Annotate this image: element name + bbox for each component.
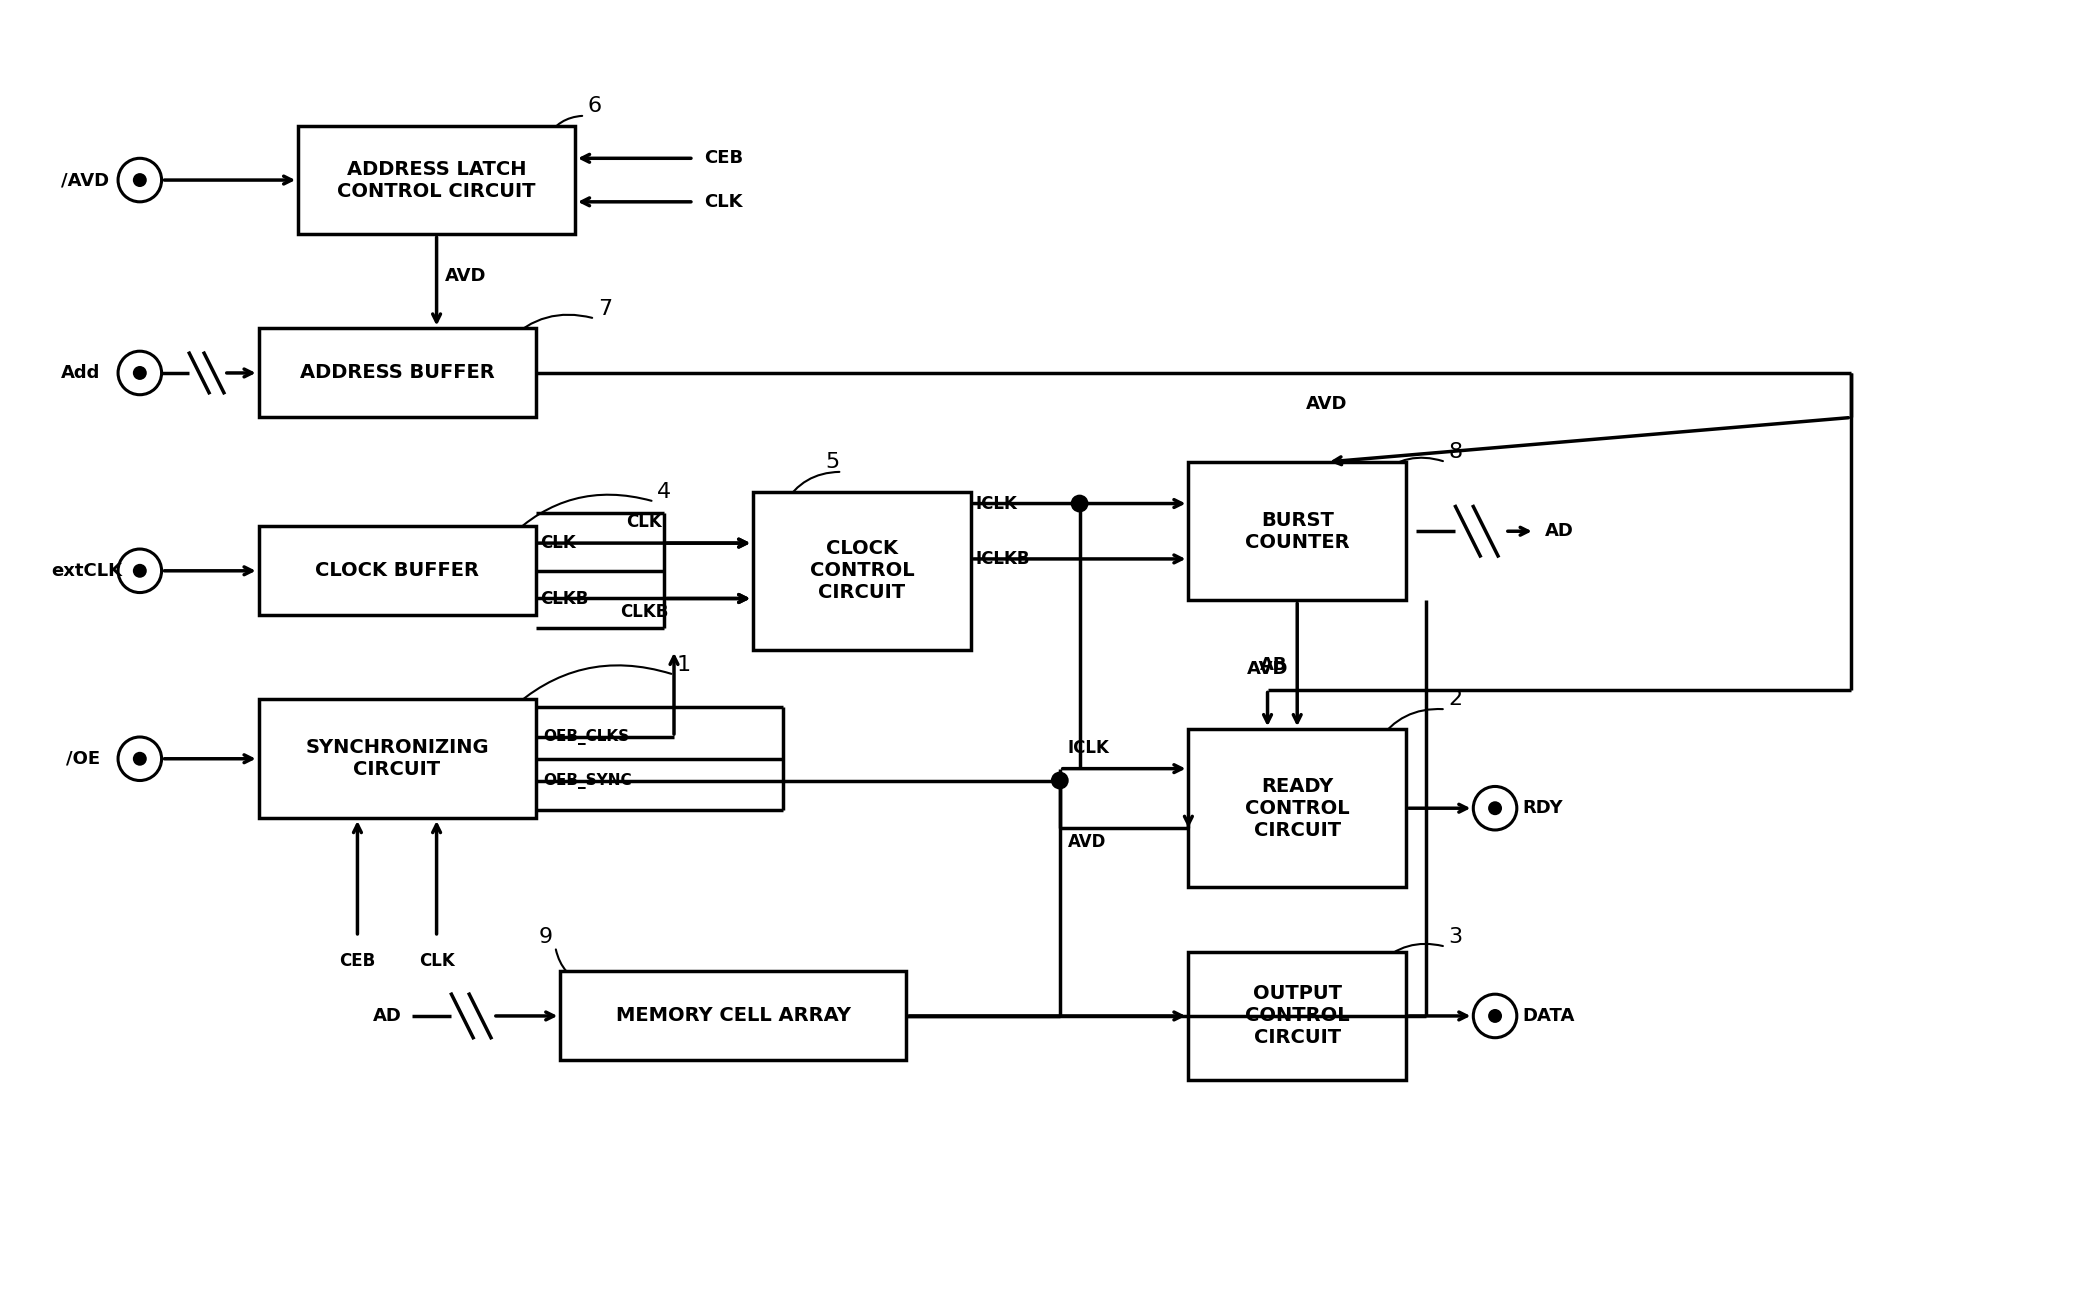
Text: RDY: RDY (1523, 799, 1564, 817)
Text: /AVD: /AVD (60, 171, 108, 189)
Text: AD: AD (373, 1007, 402, 1025)
Text: extCLK: extCLK (50, 562, 121, 580)
Text: AVD: AVD (1306, 394, 1348, 412)
Bar (258, 329, 535, 418)
Bar (1189, 461, 1406, 601)
Circle shape (133, 751, 146, 766)
Text: CLKB: CLKB (539, 589, 589, 607)
Bar (560, 972, 906, 1061)
Circle shape (133, 366, 146, 380)
Circle shape (119, 737, 162, 781)
Text: MEMORY CELL ARRAY: MEMORY CELL ARRAY (617, 1007, 850, 1026)
Circle shape (1473, 994, 1516, 1038)
Circle shape (1487, 1009, 1502, 1023)
Bar (754, 491, 971, 650)
Text: CEB: CEB (704, 150, 744, 168)
Text: 8: 8 (1448, 442, 1462, 461)
Text: OEB_SYNC: OEB_SYNC (544, 772, 631, 789)
Text: 5: 5 (825, 452, 839, 472)
Text: 6: 6 (587, 95, 602, 116)
Text: ICLK: ICLK (975, 495, 1019, 513)
Text: /OE: /OE (67, 750, 100, 768)
Text: ADDRESS BUFFER: ADDRESS BUFFER (300, 363, 494, 383)
Text: 3: 3 (1448, 927, 1462, 947)
Text: READY
CONTROL
CIRCUIT: READY CONTROL CIRCUIT (1246, 777, 1350, 839)
Text: 1: 1 (677, 655, 692, 674)
Circle shape (119, 549, 162, 593)
Text: 4: 4 (656, 482, 671, 501)
Text: CLK: CLK (539, 534, 577, 552)
Circle shape (119, 159, 162, 202)
Text: CLK: CLK (704, 193, 742, 211)
Bar (298, 125, 575, 235)
Bar (1189, 730, 1406, 887)
Text: AB: AB (1260, 656, 1287, 674)
Text: ICLKB: ICLKB (975, 550, 1031, 568)
Text: CLOCK BUFFER: CLOCK BUFFER (315, 561, 479, 580)
Bar (258, 700, 535, 819)
Circle shape (1473, 786, 1516, 830)
Text: CLKB: CLKB (621, 603, 669, 621)
Text: 9: 9 (537, 927, 552, 947)
Text: CLK: CLK (627, 513, 662, 531)
Text: ADDRESS LATCH
CONTROL CIRCUIT: ADDRESS LATCH CONTROL CIRCUIT (337, 160, 535, 201)
Circle shape (133, 563, 146, 577)
Circle shape (133, 173, 146, 187)
Text: AVD: AVD (1069, 833, 1106, 851)
Text: CLOCK
CONTROL
CIRCUIT: CLOCK CONTROL CIRCUIT (810, 539, 914, 602)
Text: Add: Add (60, 363, 100, 382)
Text: AVD: AVD (1248, 660, 1287, 678)
Text: BURST
COUNTER: BURST COUNTER (1246, 510, 1350, 552)
Bar (1189, 951, 1406, 1080)
Text: AVD: AVD (444, 267, 485, 285)
Text: 2: 2 (1448, 690, 1462, 709)
Text: CLK: CLK (419, 951, 454, 969)
Text: 7: 7 (598, 299, 612, 318)
Text: DATA: DATA (1523, 1007, 1575, 1025)
Bar (258, 526, 535, 615)
Circle shape (1071, 495, 1089, 513)
Circle shape (1052, 772, 1069, 789)
Text: SYNCHRONIZING
CIRCUIT: SYNCHRONIZING CIRCUIT (306, 739, 490, 780)
Text: CEB: CEB (340, 951, 375, 969)
Text: ICLK: ICLK (1069, 739, 1110, 757)
Circle shape (1487, 802, 1502, 815)
Circle shape (119, 351, 162, 394)
Text: OUTPUT
CONTROL
CIRCUIT: OUTPUT CONTROL CIRCUIT (1246, 985, 1350, 1048)
Text: AD: AD (1544, 522, 1573, 540)
Text: OEB_CLKS: OEB_CLKS (544, 730, 629, 745)
